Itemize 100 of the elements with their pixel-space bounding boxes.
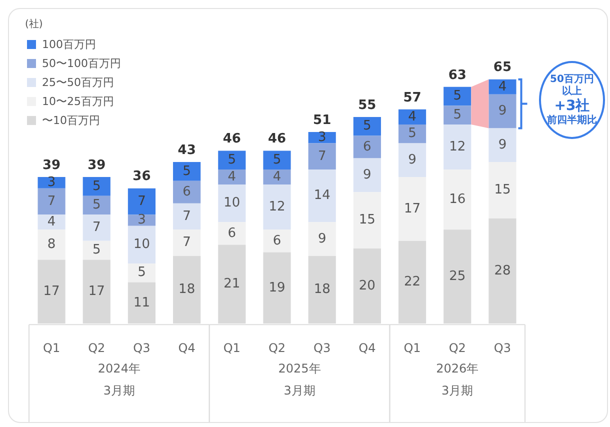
data-label: 4	[47, 214, 56, 230]
data-label: 4	[408, 109, 416, 124]
x-tick-label: Q1	[43, 340, 60, 355]
data-label: 5	[182, 164, 191, 179]
bar	[308, 143, 336, 170]
data-label: 5	[408, 126, 416, 142]
bar	[444, 170, 472, 230]
bar	[128, 214, 156, 226]
total-label: 65	[493, 60, 512, 76]
text: 前四半期比	[547, 114, 597, 126]
bar	[82, 177, 110, 196]
data-label: 9	[498, 137, 507, 152]
bar	[353, 136, 381, 158]
bar	[263, 170, 291, 185]
data-label: 3	[318, 130, 326, 145]
data-label: 5	[92, 198, 101, 213]
data-label: 17	[404, 201, 421, 216]
data-label: 5	[228, 152, 236, 168]
bar	[38, 188, 66, 215]
data-label: 6	[182, 184, 191, 200]
data-label: 15	[494, 182, 511, 198]
data-label: 21	[224, 276, 240, 292]
x-tick-label: Q4	[358, 340, 376, 355]
text: 2024年 3月期	[98, 362, 140, 398]
data-label: 7	[318, 148, 326, 164]
data-label: 6	[272, 233, 282, 248]
data-label: 22	[404, 274, 421, 290]
x-tick-label: Q1	[223, 340, 240, 355]
bar	[218, 222, 246, 245]
data-label: 5	[272, 152, 282, 168]
data-label: 9	[408, 152, 416, 168]
bar	[353, 116, 381, 136]
data-label: 5	[363, 118, 372, 134]
data-label: 10	[224, 196, 240, 211]
bar	[38, 214, 66, 230]
data-label: 7	[47, 194, 56, 209]
bar	[488, 79, 516, 94]
bar	[82, 214, 110, 241]
total-label: 63	[448, 68, 466, 83]
data-label: 17	[43, 284, 60, 300]
data-label: 7	[182, 235, 191, 250]
data-label: 10	[133, 237, 150, 252]
legend-label: 100百万円	[42, 37, 96, 52]
data-label: 17	[88, 284, 105, 300]
x-tick-label: Q3	[494, 340, 511, 355]
data-label: 28	[494, 263, 511, 278]
bar	[398, 109, 426, 124]
total-label: 39	[42, 158, 61, 173]
bar	[173, 180, 201, 204]
data-label: 4	[272, 169, 282, 184]
y-axis-title: (社)	[25, 18, 43, 31]
bar	[398, 143, 426, 178]
x-tick-label: Q4	[178, 340, 196, 355]
bar	[173, 162, 201, 181]
data-label: 3	[47, 175, 56, 190]
x-tick-label: Q3	[133, 340, 150, 355]
total-label: 46	[268, 132, 286, 147]
x-tick-label: Q2	[448, 340, 466, 355]
bar	[398, 124, 426, 144]
data-label: 25	[449, 269, 466, 284]
data-label: 5	[92, 178, 101, 194]
bar	[128, 263, 156, 282]
bar	[173, 230, 201, 256]
legend-label: 10〜25百万円	[42, 94, 114, 109]
data-label: 18	[178, 282, 196, 298]
data-label: 12	[268, 199, 286, 214]
bar	[173, 203, 201, 230]
bar	[398, 177, 426, 241]
legend-label: 50〜100百万円	[42, 56, 121, 71]
text: +3社	[554, 98, 590, 114]
data-label: 6	[228, 226, 236, 241]
data-label: 7	[138, 194, 146, 209]
bar	[308, 222, 336, 256]
bar	[263, 184, 291, 230]
bar	[38, 230, 66, 260]
bar	[353, 158, 381, 192]
bar	[263, 230, 291, 252]
data-label: 7	[182, 208, 191, 224]
bar	[488, 162, 516, 218]
data-label: 9	[363, 168, 372, 183]
bar	[218, 184, 246, 222]
data-label: 9	[498, 104, 507, 119]
bar	[38, 177, 66, 188]
bar	[218, 150, 246, 170]
bar	[444, 124, 472, 170]
data-label: 6	[363, 139, 372, 154]
data-label: 20	[358, 278, 376, 294]
bar	[308, 170, 336, 222]
total-label: 57	[403, 90, 422, 106]
data-label: 9	[318, 231, 326, 246]
data-label: 7	[92, 220, 101, 236]
data-label: 11	[133, 295, 150, 310]
bar	[128, 226, 156, 264]
bar	[263, 150, 291, 170]
bar	[218, 170, 246, 185]
data-label: 14	[314, 188, 330, 204]
data-label: 3	[138, 212, 146, 228]
total-label: 46	[222, 132, 241, 147]
data-label: 12	[449, 139, 466, 154]
data-label: 5	[138, 265, 146, 280]
